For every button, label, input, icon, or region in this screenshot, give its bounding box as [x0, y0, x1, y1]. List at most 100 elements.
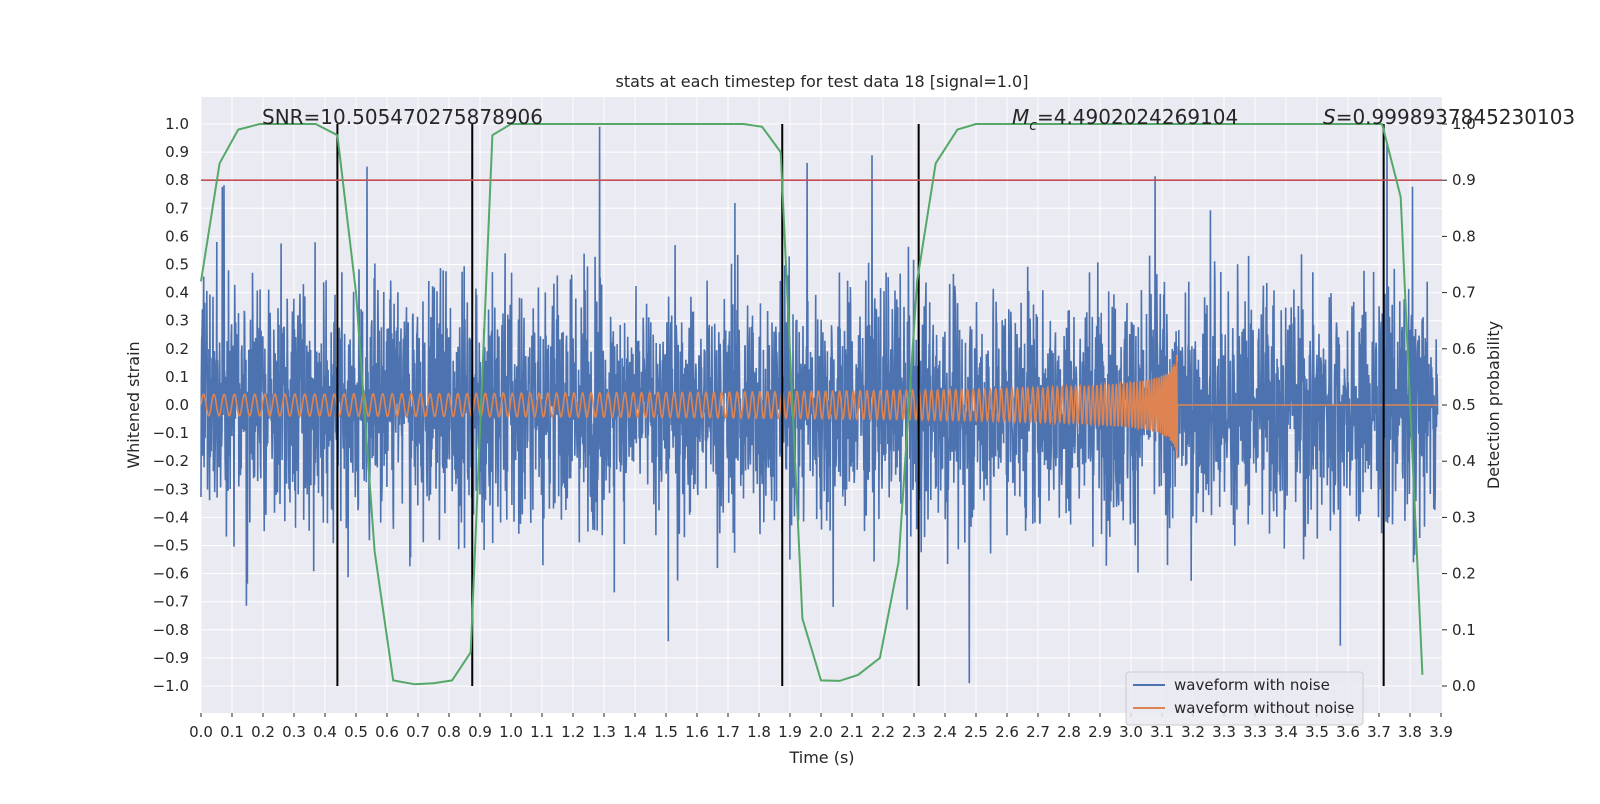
- clean-waveform-series: [200, 354, 1438, 459]
- chirp-mass-annotation: Mc=4.4902024269104: [1012, 105, 1238, 134]
- y-tick-label-left: −0.6: [153, 565, 189, 583]
- snr-annotation: SNR=10.505470275878906: [262, 105, 543, 129]
- y-tick-label-right: 0.2: [1452, 565, 1476, 583]
- x-tick-label: 2.7: [1026, 723, 1050, 741]
- y-tick-label-left: 0.4: [165, 284, 189, 302]
- clean-waveform-line: [200, 354, 1438, 459]
- x-tick-label: 2.6: [995, 723, 1019, 741]
- y-tick-label-right: 0.6: [1452, 340, 1476, 358]
- x-tick-label: 3.9: [1429, 723, 1453, 741]
- x-tick-label: 0.9: [468, 723, 492, 741]
- x-tick-label: 3.3: [1243, 723, 1267, 741]
- y-tick-label-left: −1.0: [153, 677, 189, 695]
- y-tick-label-left: −0.7: [153, 593, 189, 611]
- x-tick-label: 1.4: [623, 723, 647, 741]
- x-tick-label: 0.2: [251, 723, 275, 741]
- legend-box: [1125, 671, 1364, 726]
- chart-title: stats at each timestep for test data 18 …: [616, 72, 1029, 91]
- y-tick-label-left: 0.5: [165, 256, 189, 274]
- x-tick-label: 0.5: [344, 723, 368, 741]
- x-tick-label: 2.5: [964, 723, 988, 741]
- y-tick-label-right: 0.1: [1452, 621, 1476, 639]
- x-tick-label: 1.3: [592, 723, 616, 741]
- legend-label-noisy: waveform with noise: [1174, 676, 1330, 694]
- x-tick-label: 1.9: [778, 723, 802, 741]
- x-tick-label: 3.1: [1150, 723, 1174, 741]
- vertical-markers: [336, 124, 1385, 686]
- legend: waveform with noise waveform without noi…: [1125, 671, 1364, 726]
- x-tick-label: 0.6: [375, 723, 399, 741]
- y-tick-label-left: 0.1: [165, 368, 189, 386]
- y-tick-label-left: −0.1: [153, 424, 189, 442]
- y-tick-label-left: 0.0: [165, 396, 189, 414]
- chirp-mass-symbol: M: [1012, 105, 1029, 129]
- noisy-waveform-line: [200, 126, 1439, 684]
- x-tick-label: 2.9: [1088, 723, 1112, 741]
- x-tick-label: 2.1: [840, 723, 864, 741]
- y-tick-label-left: −0.4: [153, 508, 189, 526]
- y-tick-label-left: −0.3: [153, 480, 189, 498]
- x-tick-labels: 0.0 0.1 0.2 0.3 0.4 0.5 0.6 0.7 0.8 0.9 1.0 1.1 1.2 1…: [189, 713, 1453, 741]
- y-tick-label-left: −0.2: [153, 452, 189, 470]
- x-tick-label: 0.8: [437, 723, 461, 741]
- y-tick-label-right: 1.0: [1452, 115, 1476, 133]
- y-tick-label-left: −0.8: [153, 621, 189, 639]
- y-axis-label-left: Whitened strain: [124, 341, 143, 468]
- y-tick-label-right: 0.7: [1452, 284, 1476, 302]
- y-tick-labels-left: 1.0 0.9 0.8 0.7 0.6 0.5 0.4 0.3 0.2 0.1 0.0 −0.1 −0.…: [153, 115, 189, 695]
- score-value: =0.9998937845230103: [1336, 105, 1575, 129]
- score-annotation: S=0.9998937845230103: [1323, 105, 1575, 129]
- x-tick-label: 0.7: [406, 723, 430, 741]
- x-tick-label: 2.4: [933, 723, 957, 741]
- x-tick-label: 0.1: [220, 723, 244, 741]
- y-tick-label-right: 0.4: [1452, 452, 1476, 470]
- x-tick-label: 0.3: [282, 723, 306, 741]
- x-tick-label: 3.7: [1367, 723, 1391, 741]
- y-tick-label-left: 0.3: [165, 312, 189, 330]
- x-tick-label: 3.4: [1274, 723, 1298, 741]
- y-tick-label-left: 0.8: [165, 171, 189, 189]
- x-tick-label: 1.0: [499, 723, 523, 741]
- x-tick-label: 2.3: [902, 723, 926, 741]
- x-tick-label: 3.3: [1212, 723, 1236, 741]
- x-axis-label: Time (s): [788, 748, 854, 767]
- chirp-mass-subscript: c: [1029, 118, 1037, 134]
- x-tick-label: 1.6: [685, 723, 709, 741]
- y-tick-label-right: 0.5: [1452, 396, 1476, 414]
- y-tick-label-left: 1.0: [165, 115, 189, 133]
- x-tick-label: 1.2: [561, 723, 585, 741]
- x-tick-label: 0.4: [313, 723, 337, 741]
- x-tick-label: 0.0: [189, 723, 213, 741]
- x-tick-label: 1.5: [654, 723, 678, 741]
- y-tick-label-left: −0.9: [153, 649, 189, 667]
- y-tick-label-left: 0.6: [165, 227, 189, 245]
- y-tick-label-left: 0.2: [165, 340, 189, 358]
- detection-probability-series: [200, 123, 1424, 686]
- x-tick-label: 1.7: [716, 723, 740, 741]
- detection-probability-line: [200, 123, 1424, 686]
- x-tick-label: 2.8: [1057, 723, 1081, 741]
- x-tick-label: 3.2: [1181, 723, 1205, 741]
- y-tick-label-right: 0.3: [1452, 508, 1476, 526]
- x-tick-label: 2.0: [809, 723, 833, 741]
- y-tick-label-right: 0.8: [1452, 227, 1476, 245]
- chirp-mass-value: =4.4902024269104: [1037, 105, 1238, 129]
- y-tick-label-right: 0.0: [1452, 677, 1476, 695]
- x-tick-label: 1.8: [747, 723, 771, 741]
- legend-label-clean: waveform without noise: [1174, 699, 1354, 717]
- x-tick-label: 3.5: [1305, 723, 1329, 741]
- y-tick-labels-right: 1.0 0.9 0.8 0.7 0.6 0.5 0.4 0.3 0.2 0.1 0.0: [1442, 115, 1476, 695]
- y-tick-label-left: −0.5: [153, 537, 189, 555]
- y-tick-label-right: 0.9: [1452, 171, 1476, 189]
- x-tick-label: 2.2: [871, 723, 895, 741]
- x-tick-label: 3.0: [1119, 723, 1143, 741]
- score-symbol: S: [1323, 105, 1336, 129]
- x-tick-label: 3.6: [1336, 723, 1360, 741]
- x-tick-label: 3.8: [1398, 723, 1422, 741]
- y-axis-label-right: Detection probability: [1484, 321, 1503, 489]
- x-tick-label: 1.1: [530, 723, 554, 741]
- noisy-waveform-series: [200, 126, 1439, 684]
- y-tick-label-left: 0.9: [165, 143, 189, 161]
